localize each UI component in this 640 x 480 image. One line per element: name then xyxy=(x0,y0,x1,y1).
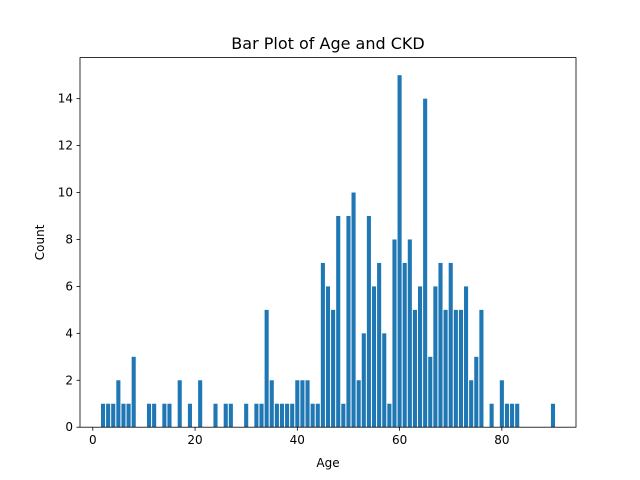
bar-age-15 xyxy=(167,403,172,428)
bar-age-44 xyxy=(315,403,320,428)
y-axis-label: Count xyxy=(33,224,47,260)
bar-age-70 xyxy=(448,262,453,428)
x-tick-label: 60 xyxy=(392,433,407,447)
bar-age-38 xyxy=(285,403,290,428)
bar-age-57 xyxy=(382,333,387,428)
bar-age-6 xyxy=(121,403,126,428)
x-axis-ticks: 0 20 40 60 80 xyxy=(89,427,509,447)
bar-age-37 xyxy=(279,403,285,428)
bar-age-40 xyxy=(295,380,300,428)
bar-age-30 xyxy=(244,403,249,428)
y-tick-label: 4 xyxy=(65,326,73,340)
y-tick-label: 14 xyxy=(58,92,73,106)
bar-age-47 xyxy=(331,309,336,428)
y-tick-label: 6 xyxy=(65,279,73,293)
bar-age-60 xyxy=(397,75,402,428)
bar-age-69 xyxy=(443,309,448,428)
bar-age-33 xyxy=(259,403,264,428)
bar-age-65 xyxy=(423,98,428,428)
bar-age-14 xyxy=(162,403,167,428)
bars-group xyxy=(100,75,556,428)
bar-age-75 xyxy=(474,356,479,428)
x-tick-label: 20 xyxy=(187,433,202,447)
bar-age-43 xyxy=(310,403,315,428)
x-tick-label: 0 xyxy=(89,433,97,447)
bar-age-3 xyxy=(106,403,111,428)
bar-age-12 xyxy=(152,403,157,428)
plot-frame xyxy=(79,57,577,428)
y-axis-ticks: 0 2 4 6 8 10 12 14 xyxy=(58,92,80,434)
y-tick-label: 8 xyxy=(65,232,73,246)
bar-age-80 xyxy=(499,380,504,428)
bar-age-21 xyxy=(198,380,203,428)
bar-age-71 xyxy=(453,309,458,428)
bar-age-52 xyxy=(356,380,361,428)
bar-age-45 xyxy=(320,262,325,428)
bar-age-82 xyxy=(510,403,515,428)
bar-age-58 xyxy=(387,403,392,428)
bar-age-4 xyxy=(111,403,116,428)
bar-age-67 xyxy=(433,286,438,428)
bar-age-2 xyxy=(100,403,106,428)
bar-age-74 xyxy=(469,380,474,428)
bar-age-39 xyxy=(290,403,295,428)
bar-age-24 xyxy=(213,403,218,428)
y-tick-label: 2 xyxy=(65,373,73,387)
bar-age-46 xyxy=(325,286,331,428)
bar-age-41 xyxy=(300,380,305,428)
x-tick-label: 80 xyxy=(494,433,509,447)
bar-age-26 xyxy=(223,403,228,428)
bar-age-64 xyxy=(418,286,423,428)
bar-age-19 xyxy=(187,403,192,428)
bar-age-36 xyxy=(274,403,279,428)
bar-age-76 xyxy=(479,309,484,428)
bar-age-50 xyxy=(346,216,351,428)
bar-age-81 xyxy=(504,403,510,428)
x-tick-label: 40 xyxy=(290,433,305,447)
bar-age-73 xyxy=(464,286,469,428)
bar-age-78 xyxy=(489,403,494,428)
bar-age-55 xyxy=(371,286,377,428)
bar-age-35 xyxy=(269,380,274,428)
bar-age-8 xyxy=(131,356,136,428)
bar-age-72 xyxy=(458,309,463,428)
bar-age-53 xyxy=(361,333,366,428)
bar-age-7 xyxy=(126,403,131,428)
bar-age-49 xyxy=(341,403,346,428)
bar-age-34 xyxy=(264,309,269,428)
bar-age-68 xyxy=(438,262,443,428)
y-tick-label: 0 xyxy=(65,420,73,434)
bar-age-42 xyxy=(305,380,310,428)
chart-title: Bar Plot of Age and CKD xyxy=(231,34,424,53)
bar-age-32 xyxy=(254,403,259,428)
bar-age-61 xyxy=(402,262,407,428)
bar-age-63 xyxy=(412,309,417,428)
bar-age-54 xyxy=(366,216,371,428)
bar-age-11 xyxy=(146,403,152,428)
bar-age-51 xyxy=(351,192,356,428)
bar-age-5 xyxy=(116,380,121,428)
bar-age-66 xyxy=(428,356,433,428)
bar-age-90 xyxy=(550,403,556,428)
y-tick-label: 10 xyxy=(58,186,73,200)
y-tick-label: 12 xyxy=(58,139,73,153)
bar-age-62 xyxy=(407,239,412,428)
bar-age-56 xyxy=(377,262,382,428)
x-axis-label: Age xyxy=(316,456,339,470)
bar-age-17 xyxy=(177,380,182,428)
bar-age-59 xyxy=(392,239,397,428)
bar-age-27 xyxy=(228,403,233,428)
bar-age-48 xyxy=(336,216,341,428)
bar-age-83 xyxy=(515,403,520,428)
